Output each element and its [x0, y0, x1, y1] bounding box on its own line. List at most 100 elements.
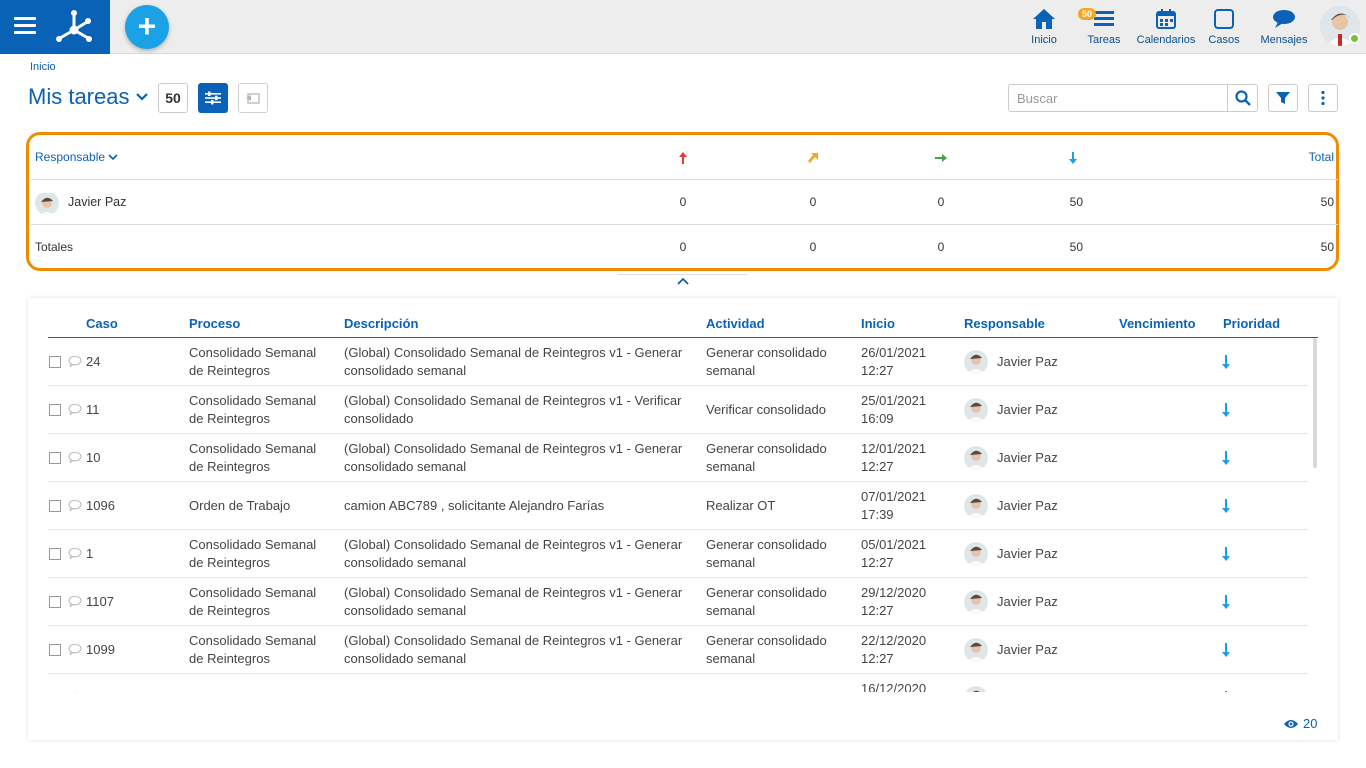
summary-p3[interactable]: 0 [937, 195, 945, 209]
totals-p2: 0 [809, 240, 817, 254]
responsable-sort[interactable]: Responsable [35, 135, 118, 180]
nav-home[interactable]: Inicio [1026, 6, 1062, 46]
comment-icon[interactable] [68, 499, 82, 511]
start-date: 07/01/2021 [861, 489, 927, 504]
row-checkbox[interactable] [49, 548, 61, 560]
column-due[interactable]: Vencimiento [1119, 316, 1196, 331]
summary-p2[interactable]: 0 [809, 195, 817, 209]
column-activity[interactable]: Actividad [706, 316, 765, 331]
chevron-up-icon [677, 277, 689, 285]
table-row[interactable]: 1107 Consolidado Semanal de Reintegros (Gl… [48, 578, 1308, 626]
comment-icon[interactable] [68, 451, 82, 463]
table-row[interactable]: 1099 Consolidado Semanal de Reintegros (Gl… [48, 626, 1308, 674]
responsible-name: Javier Paz [997, 402, 1058, 417]
cell-activity: Realizar OT [706, 498, 776, 513]
table-row[interactable]: 1076 Orden de Trabajo camion ABC123 , soli… [48, 674, 1308, 692]
nav-calendars[interactable]: Calendarios [1136, 6, 1196, 46]
comment-icon[interactable] [68, 643, 82, 655]
column-process[interactable]: Proceso [189, 316, 241, 331]
start-date: 12/01/2021 [861, 441, 927, 456]
responsible-name: Javier Paz [997, 546, 1058, 561]
cell-priority [1221, 386, 1241, 434]
cell-case[interactable]: 11 [86, 402, 100, 417]
avatar [964, 398, 988, 422]
table-row[interactable]: 1 Consolidado Semanal de Reintegros (Globa… [48, 530, 1308, 578]
user-avatar[interactable] [1320, 6, 1360, 46]
table-row[interactable]: 24 Consolidado Semanal de Reintegros (Glob… [48, 338, 1308, 386]
grid-scrollbar[interactable] [1313, 338, 1317, 468]
summary-total[interactable]: 50 [1320, 195, 1334, 209]
cell-case[interactable]: 1107 [86, 594, 114, 609]
table-row[interactable]: 1096 Orden de Trabajo camion ABC789 , soli… [48, 482, 1308, 530]
cell-process: Orden de Trabajo [189, 498, 291, 513]
totals-p3: 0 [937, 240, 945, 254]
filter-button[interactable] [1268, 84, 1298, 112]
messages-icon [1273, 10, 1295, 28]
cell-case[interactable]: 1076 [86, 674, 176, 692]
row-checkbox[interactable] [49, 452, 61, 464]
cell-description: (Global) Consolidado Semanal de Reintegr… [344, 633, 683, 666]
priority-normal-header [931, 135, 951, 180]
search-input[interactable] [1008, 84, 1228, 112]
logo-icon[interactable] [54, 8, 94, 46]
menu-icon[interactable] [14, 17, 36, 35]
add-button[interactable]: + [125, 5, 169, 49]
cell-case[interactable]: 24 [86, 354, 101, 369]
table-row[interactable]: 10 Consolidado Semanal de Reintegros (Glob… [48, 434, 1308, 482]
comment-icon[interactable] [68, 355, 82, 367]
view-settings-button[interactable] [198, 83, 228, 113]
table-row[interactable]: 11 Consolidado Semanal de Reintegros (Glob… [48, 386, 1308, 434]
row-checkbox[interactable] [49, 356, 61, 368]
column-start[interactable]: Inicio [861, 316, 895, 331]
cell-process: Consolidado Semanal de Reintegros [189, 345, 317, 378]
search-button[interactable] [1227, 84, 1258, 112]
column-priority[interactable]: Prioridad [1223, 316, 1281, 331]
page-title[interactable]: Mis tareas [28, 84, 149, 110]
kebab-menu-icon [1321, 90, 1325, 106]
start-time: 12:27 [861, 651, 894, 666]
summary-user-row[interactable]: Javier Paz 0 0 0 50 50 [31, 180, 1338, 225]
breadcrumb[interactable]: Inicio [30, 61, 56, 73]
page-size-indicator[interactable]: 20 [1283, 716, 1317, 731]
cell-start: 26/01/2021 12:27 [861, 338, 951, 386]
arrow-down-blue-icon [1222, 643, 1230, 657]
avatar [964, 542, 988, 566]
cell-case[interactable]: 1099 [86, 642, 115, 657]
page-title-text: Mis tareas [28, 84, 130, 109]
cell-process: Consolidado Semanal de Reintegros [189, 633, 317, 666]
cell-responsible: Javier Paz [964, 674, 1114, 692]
cell-process: Consolidado Semanal de Reintegros [189, 393, 317, 426]
nav-cases[interactable]: Casos [1206, 6, 1242, 46]
brand-area [0, 0, 110, 54]
arrow-down-blue-icon [1069, 151, 1077, 164]
arrow-up-right-orange-icon [808, 152, 818, 163]
summary-p1[interactable]: 0 [679, 195, 687, 209]
cell-responsible: Javier Paz [964, 338, 1114, 386]
avatar [964, 446, 988, 470]
nav-tasks[interactable]: 50 Tareas [1078, 6, 1124, 46]
comment-icon[interactable] [68, 547, 82, 559]
arrow-right-green-icon [935, 153, 947, 162]
cell-responsible: Javier Paz [964, 386, 1114, 434]
row-checkbox[interactable] [49, 404, 61, 416]
comment-icon[interactable] [68, 403, 82, 415]
export-button[interactable] [238, 83, 268, 113]
row-checkbox[interactable] [49, 596, 61, 608]
comment-icon[interactable] [68, 691, 82, 692]
cell-case[interactable]: 1096 [86, 498, 115, 513]
cell-case[interactable]: 10 [86, 450, 101, 465]
nav-messages[interactable]: Mensajes [1258, 6, 1310, 46]
summary-p4[interactable]: 50 [1069, 195, 1083, 209]
column-responsible[interactable]: Responsable [964, 316, 1045, 331]
row-checkbox[interactable] [49, 500, 61, 512]
comment-icon[interactable] [68, 595, 82, 607]
column-description[interactable]: Descripción [344, 316, 419, 331]
cell-case[interactable]: 1 [86, 546, 94, 561]
row-checkbox[interactable] [49, 644, 61, 656]
more-options-button[interactable] [1308, 84, 1338, 112]
collapse-summary-button[interactable] [618, 274, 748, 288]
cell-description: camion ABC123 , solicitante Alejandro Fa… [344, 674, 694, 692]
column-case[interactable]: Caso [86, 316, 118, 331]
avatar [964, 686, 988, 692]
responsible-name: Javier Paz [997, 689, 1058, 692]
